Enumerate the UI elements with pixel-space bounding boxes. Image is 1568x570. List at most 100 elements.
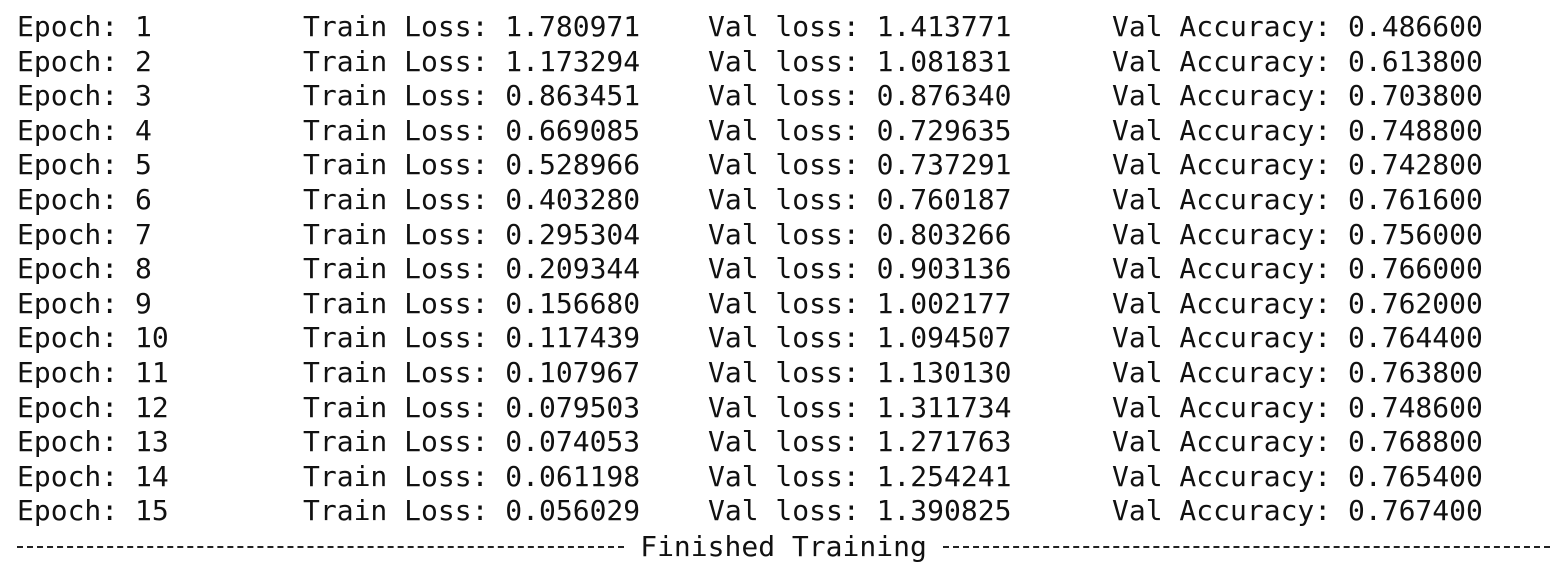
log-field: Train Loss: 0.117439 [303,321,640,356]
log-field: Val Accuracy: 0.766000 [1112,252,1483,287]
field-value: 1.271763 [876,425,1012,459]
footer-text: Finished Training [640,530,927,563]
field-label: Val Accuracy: [1112,113,1332,147]
log-field: Val loss: 1.311734 [708,391,1011,426]
log-field: Val loss: 0.876340 [708,79,1011,114]
log-line: Epoch: 3 Train Loss: 0.863451 Val loss: 0.876… [0,79,1568,114]
log-field: Val Accuracy: 0.761600 [1112,183,1483,218]
field-label: Val loss: [708,113,860,147]
log-field: Train Loss: 0.074053 [303,425,640,460]
log-field: Epoch: 15 [17,494,169,529]
field-value: 5 [135,148,152,182]
field-value: 0.074053 [505,425,641,459]
log-line: Epoch: 7 Train Loss: 0.295304 Val loss: 0.803… [0,218,1568,253]
log-field: Train Loss: 1.173294 [303,45,640,80]
field-label: Val loss: [708,182,860,216]
field-value: 1.081831 [876,44,1012,78]
log-field: Val Accuracy: 0.756000 [1112,218,1483,253]
field-value: 0.117439 [505,321,641,355]
field-value: 1.130130 [876,355,1012,389]
field-label: Train Loss: [303,459,489,493]
log-field: Epoch: 5 [17,148,152,183]
log-field: Train Loss: 0.079503 [303,391,640,426]
dash-rule [17,546,625,548]
log-field: Train Loss: 0.528966 [303,148,640,183]
field-label: Epoch: [17,321,119,355]
field-value: 1 [135,10,152,43]
log-field: Epoch: 3 [17,79,152,114]
field-label: Val Accuracy: [1112,459,1332,493]
log-field: Val loss: 1.130130 [708,356,1011,391]
log-field: Val Accuracy: 0.768800 [1112,425,1483,460]
field-value: 10 [135,321,169,355]
field-value: 0.756000 [1348,217,1483,251]
log-line: Epoch: 14 Train Loss: 0.061198 Val loss: 1.25… [0,460,1568,495]
field-label: Train Loss: [303,148,489,182]
field-value: 3 [135,79,152,113]
log-field: Val Accuracy: 0.613800 [1112,45,1483,80]
field-value: 8 [135,252,152,286]
field-label: Train Loss: [303,79,489,113]
log-line: Epoch: 6 Train Loss: 0.403280 Val loss: 0.760… [0,183,1568,218]
field-value: 0.737291 [876,148,1012,182]
field-value: 0.876340 [876,79,1012,113]
field-value: 0.760187 [876,182,1012,216]
field-value: 1.254241 [876,459,1012,493]
field-value: 0.056029 [505,494,641,528]
field-value: 0.729635 [876,113,1012,147]
field-label: Val loss: [708,494,860,528]
field-value: 1.390825 [876,494,1012,528]
field-value: 0.803266 [876,217,1012,251]
field-label: Val loss: [708,217,860,251]
field-value: 0.079503 [505,390,641,424]
field-label: Train Loss: [303,44,489,78]
field-value: 15 [135,494,169,528]
field-label: Val loss: [708,148,860,182]
field-value: 0.761600 [1348,182,1483,216]
field-value: 0.765400 [1348,459,1483,493]
field-label: Epoch: [17,459,119,493]
field-value: 1.173294 [505,44,641,78]
log-field: Train Loss: 0.056029 [303,494,640,529]
field-value: 0.613800 [1348,44,1483,78]
field-label: Epoch: [17,252,119,286]
field-label: Epoch: [17,494,119,528]
field-value: 0.107967 [505,355,641,389]
field-label: Val Accuracy: [1112,217,1332,251]
field-label: Val loss: [708,321,860,355]
log-field: Val loss: 0.903136 [708,252,1011,287]
log-field: Epoch: 2 [17,45,152,80]
field-label: Epoch: [17,113,119,147]
field-label: Epoch: [17,44,119,78]
log-line: Epoch: 15 Train Loss: 0.056029 Val loss: 1.39… [0,494,1568,529]
field-label: Val Accuracy: [1112,390,1332,424]
field-label: Val Accuracy: [1112,321,1332,355]
field-value: 0.763800 [1348,355,1483,389]
field-value: 6 [135,182,152,216]
log-field: Val Accuracy: 0.748600 [1112,391,1483,426]
footer: Finished Training [17,529,1551,565]
field-label: Val Accuracy: [1112,79,1332,113]
log-field: Val Accuracy: 0.748800 [1112,114,1483,149]
field-label: Val loss: [708,252,860,286]
log-line: Epoch: 5 Train Loss: 0.528966 Val loss: 0.737… [0,148,1568,183]
field-label: Val Accuracy: [1112,148,1332,182]
field-value: 0.903136 [876,252,1012,286]
field-value: 4 [135,113,152,147]
field-label: Epoch: [17,355,119,389]
log-field: Val Accuracy: 0.762000 [1112,287,1483,322]
field-label: Val Accuracy: [1112,494,1332,528]
log-field: Val loss: 1.254241 [708,460,1011,495]
field-value: 0.528966 [505,148,641,182]
log-field: Epoch: 10 [17,321,169,356]
log-line: Epoch: 1 Train Loss: 1.780971 Val loss: 1.413… [0,10,1568,45]
log-field: Val Accuracy: 0.763800 [1112,356,1483,391]
log-field: Epoch: 8 [17,252,152,287]
field-label: Epoch: [17,390,119,424]
field-value: 1.094507 [876,321,1012,355]
field-value: 0.403280 [505,182,641,216]
field-label: Val Accuracy: [1112,44,1332,78]
field-label: Val Accuracy: [1112,425,1332,459]
log-line: Epoch: 2 Train Loss: 1.173294 Val loss: 1.081… [0,45,1568,80]
